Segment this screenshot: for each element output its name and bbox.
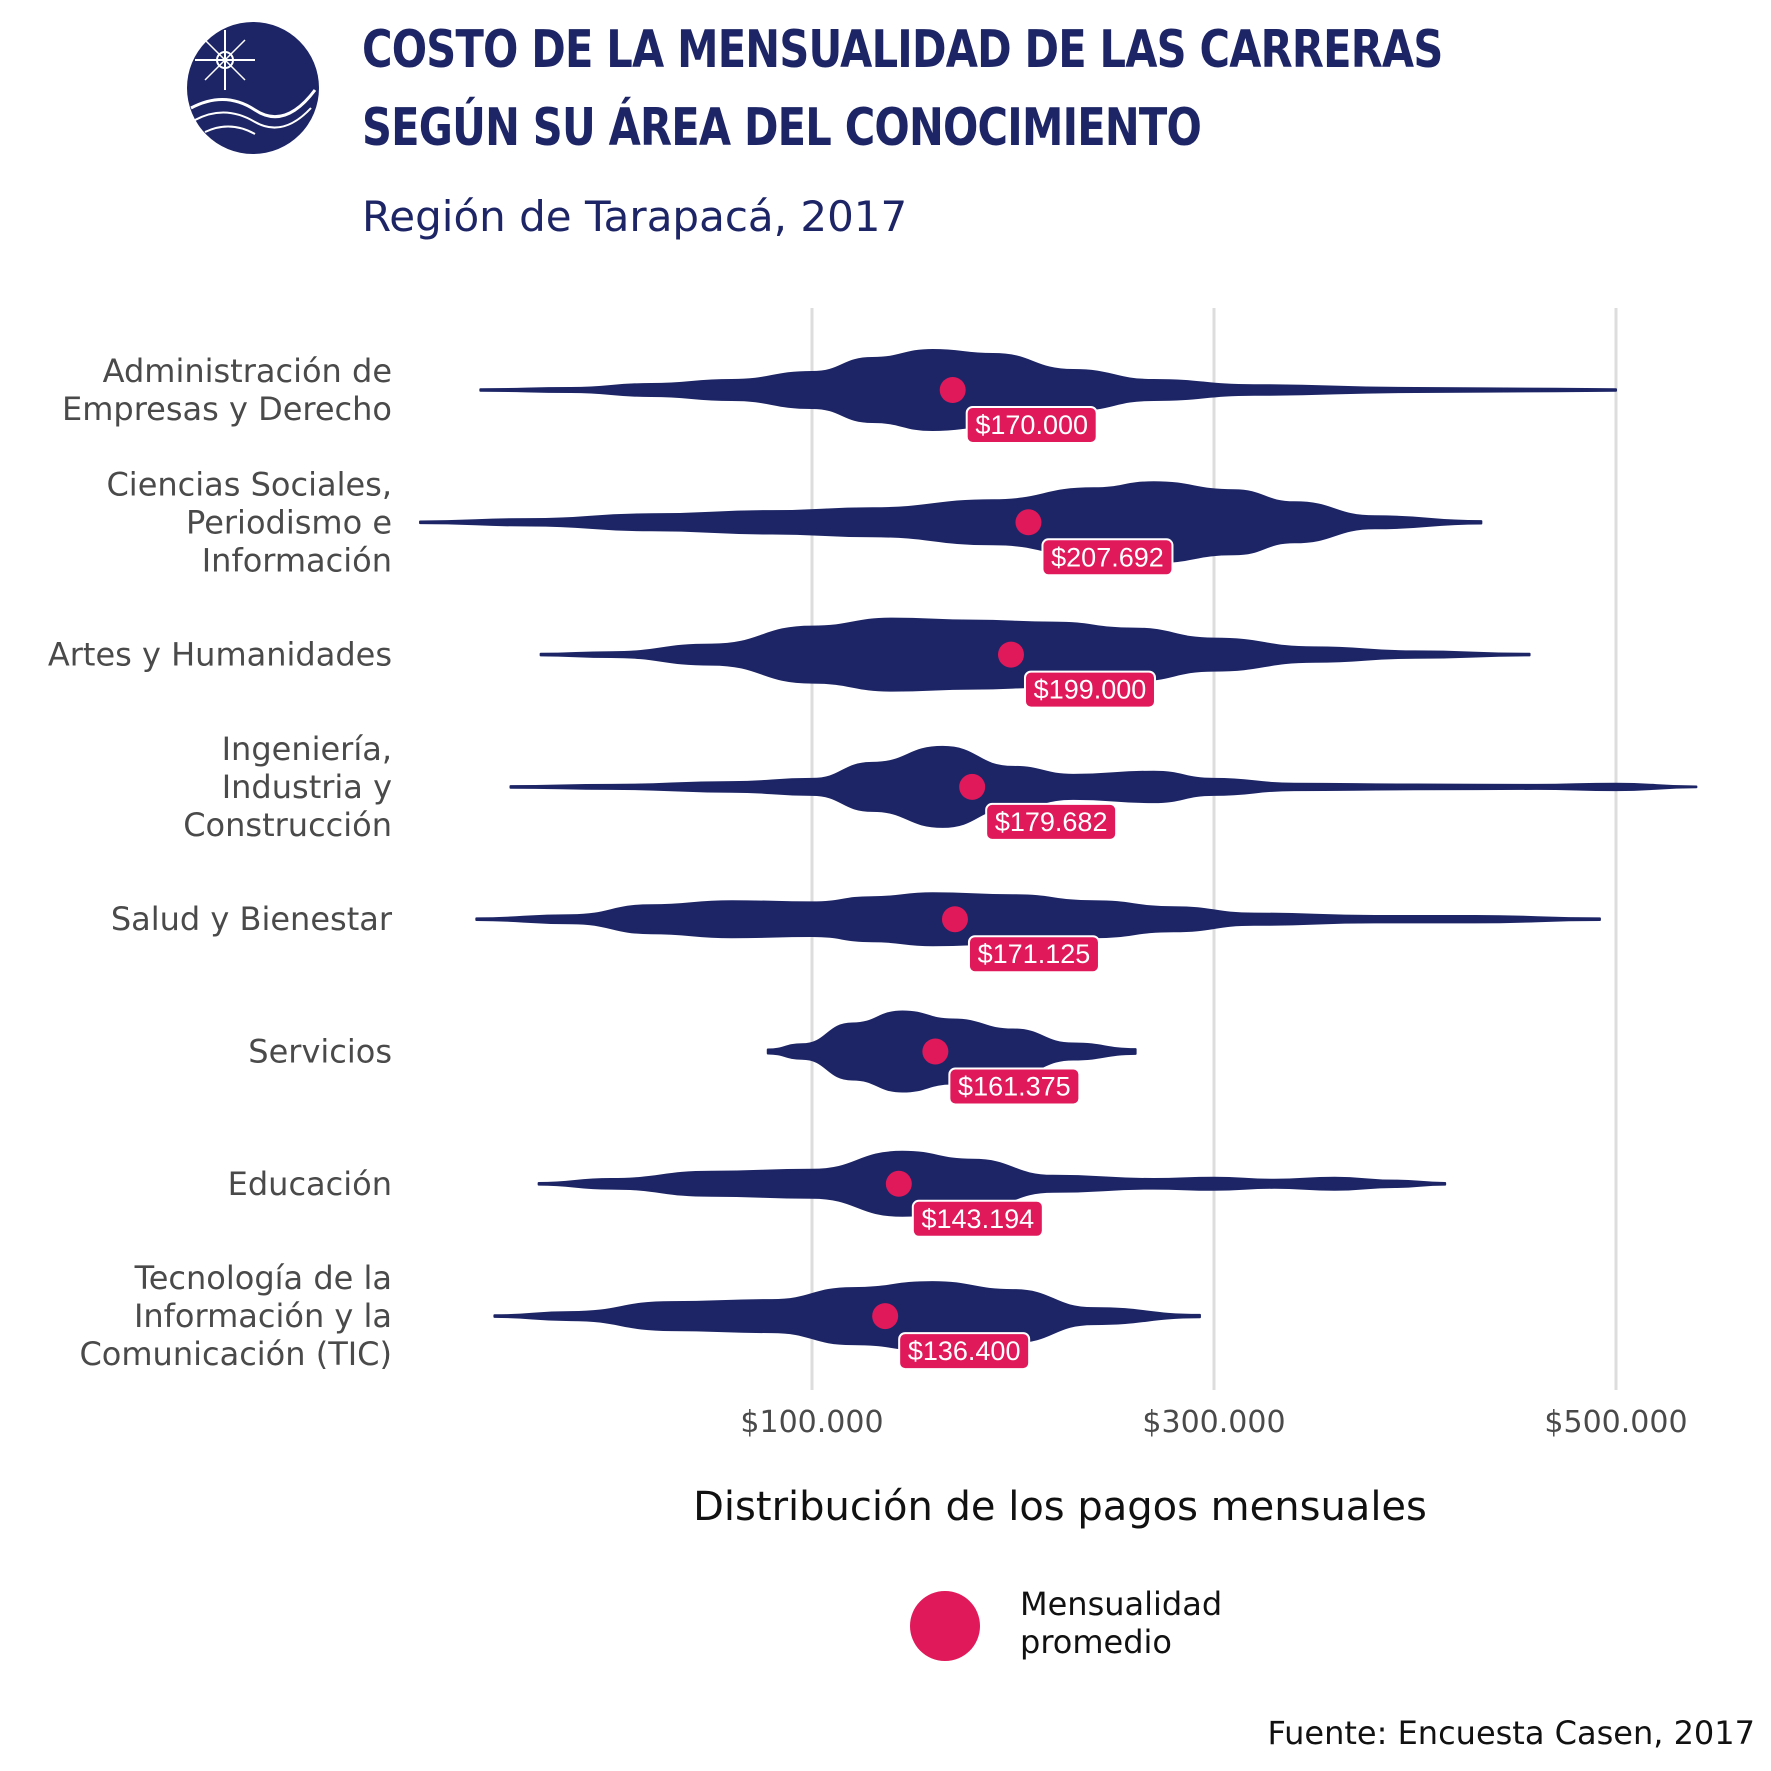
legend: Mensualidad promedio [910, 1585, 1310, 1685]
x-tick-label: $300.000 [1142, 1405, 1285, 1440]
category-label-line: Servicios [248, 1033, 392, 1071]
mean-value-label: $170.000 [975, 410, 1088, 440]
category-label-line: Administración de [103, 352, 392, 390]
x-tick-label: $500.000 [1544, 1405, 1687, 1440]
mean-value-label: $143.194 [922, 1204, 1035, 1234]
mean-label-box [898, 1332, 1031, 1371]
category-label-line: Tecnología de la [134, 1259, 392, 1297]
mean-value-label: $171.125 [978, 939, 1091, 969]
chart-title-line1: COSTO DE LA MENSUALIDAD DE LAS CARRERAS [362, 20, 1443, 80]
legend-label-line1: Mensualidad [1020, 1585, 1223, 1623]
violin-shape [539, 617, 1531, 692]
legend-mean-marker [910, 1591, 980, 1661]
mean-point [872, 1303, 899, 1330]
category-label: Ingeniería, Industria y Construcción [183, 730, 392, 844]
chart-subtitle: Región de Tarapacá, 2017 [362, 192, 908, 241]
category-label-line: Artes y Humanidades [48, 636, 392, 674]
mean-value-label: $136.400 [908, 1336, 1021, 1366]
category-row: $171.125 [475, 892, 1601, 974]
violin-shape [475, 892, 1601, 947]
mean-point [1015, 509, 1042, 536]
mean-point [939, 377, 966, 403]
category-label-line: Construcción [183, 806, 392, 844]
category-row: $161.375 [766, 1010, 1137, 1106]
category-label-line: Ingeniería, [222, 730, 392, 768]
mean-point [997, 641, 1024, 668]
category-label: Administración de Empresas y Derecho [62, 352, 392, 428]
category-label-line: Información y la [134, 1297, 392, 1335]
category-label-line: Industria y [222, 768, 392, 806]
chart-title-line2: SEGÚN SU ÁREA DEL CONOCIMIENTO [362, 98, 1202, 158]
category-label: Servicios [248, 1033, 392, 1071]
mean-value-label: $207.692 [1051, 542, 1164, 572]
category-label: Artes y Humanidades [48, 636, 392, 674]
mean-label-box [911, 1199, 1044, 1238]
violin-shape [493, 1281, 1201, 1352]
mean-point [885, 1170, 912, 1197]
category-label-line: Ciencias Sociales, [106, 465, 392, 503]
category-label-line: Comunicación (TIC) [79, 1335, 392, 1373]
category-label-line: Periodismo e [186, 503, 392, 541]
category-label: Tecnología de la Información y la Comunica… [79, 1259, 392, 1373]
violin-shape [419, 481, 1483, 564]
source-note: Fuente: Encuesta Casen, 2017 [1267, 1714, 1755, 1752]
x-tick-label: $100.000 [740, 1405, 883, 1440]
category-label: Educación [228, 1165, 392, 1203]
category-label: Ciencias Sociales, Periodismo e Informació… [106, 465, 392, 579]
category-row: $136.400 [493, 1281, 1201, 1371]
mean-label-box [985, 802, 1118, 841]
mean-label-box [965, 406, 1098, 444]
legend-label-line2: promedio [1020, 1623, 1172, 1661]
x-axis-title: Distribución de los pagos mensuales [693, 1484, 1427, 1530]
category-label: Salud y Bienestar [111, 900, 393, 938]
violin-shape [537, 1150, 1447, 1217]
violin-shape [509, 745, 1698, 828]
mean-point [959, 773, 986, 800]
category-row: $207.692 [419, 481, 1483, 577]
category-label-line: Educación [228, 1165, 392, 1203]
mean-value-label: $161.375 [958, 1072, 1071, 1102]
category-row: $199.000 [539, 617, 1531, 709]
mean-label-box [1041, 538, 1174, 577]
mean-label-box [948, 1067, 1081, 1106]
category-label-line: Información [202, 541, 392, 579]
mean-point [922, 1038, 949, 1065]
mean-point [941, 906, 968, 933]
category-label-line: Salud y Bienestar [111, 900, 393, 938]
mean-label-box [967, 935, 1100, 974]
category-label-line: Empresas y Derecho [62, 390, 392, 428]
violin-shape [479, 349, 1617, 431]
logo-icon [187, 22, 319, 154]
mean-value-label: $199.000 [1034, 675, 1147, 705]
category-row: $179.682 [509, 745, 1698, 841]
mean-label-box [1023, 670, 1156, 709]
mean-value-label: $179.682 [995, 807, 1108, 837]
violin-shape [766, 1010, 1137, 1093]
category-row: $143.194 [537, 1150, 1447, 1238]
category-row: $170.000 [479, 349, 1617, 444]
